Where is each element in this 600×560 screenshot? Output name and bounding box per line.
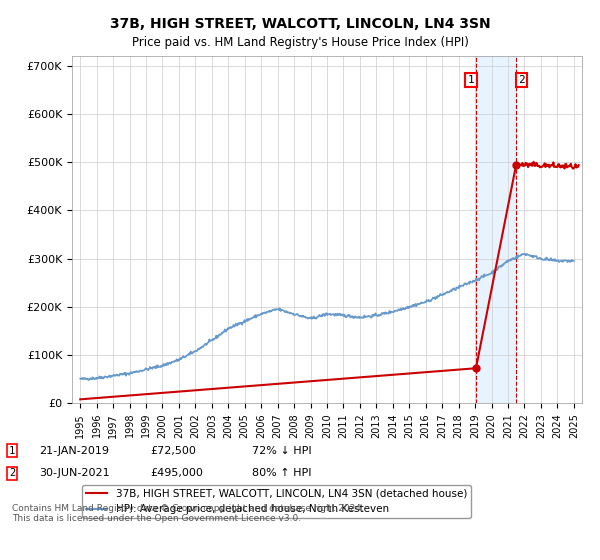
Bar: [476, 56, 516, 403]
Text: Price paid vs. HM Land Registry's House Price Index (HPI): Price paid vs. HM Land Registry's House …: [131, 36, 469, 49]
Text: 80% ↑ HPI: 80% ↑ HPI: [252, 468, 311, 478]
Text: 37B, HIGH STREET, WALCOTT, LINCOLN, LN4 3SN: 37B, HIGH STREET, WALCOTT, LINCOLN, LN4 …: [110, 17, 490, 31]
Text: 30-JUN-2021: 30-JUN-2021: [39, 468, 110, 478]
Text: 21-JAN-2019: 21-JAN-2019: [39, 446, 109, 456]
Text: £495,000: £495,000: [150, 468, 203, 478]
Text: 1: 1: [9, 446, 15, 456]
Text: 72% ↓ HPI: 72% ↓ HPI: [252, 446, 311, 456]
Text: £72,500: £72,500: [150, 446, 196, 456]
Text: 2: 2: [9, 468, 15, 478]
Legend: 37B, HIGH STREET, WALCOTT, LINCOLN, LN4 3SN (detached house), HPI: Average price: 37B, HIGH STREET, WALCOTT, LINCOLN, LN4 …: [82, 485, 471, 519]
Text: 2: 2: [518, 75, 524, 85]
Text: 1: 1: [467, 75, 475, 85]
Text: Contains HM Land Registry data © Crown copyright and database right 2024.
This d: Contains HM Land Registry data © Crown c…: [12, 504, 364, 524]
